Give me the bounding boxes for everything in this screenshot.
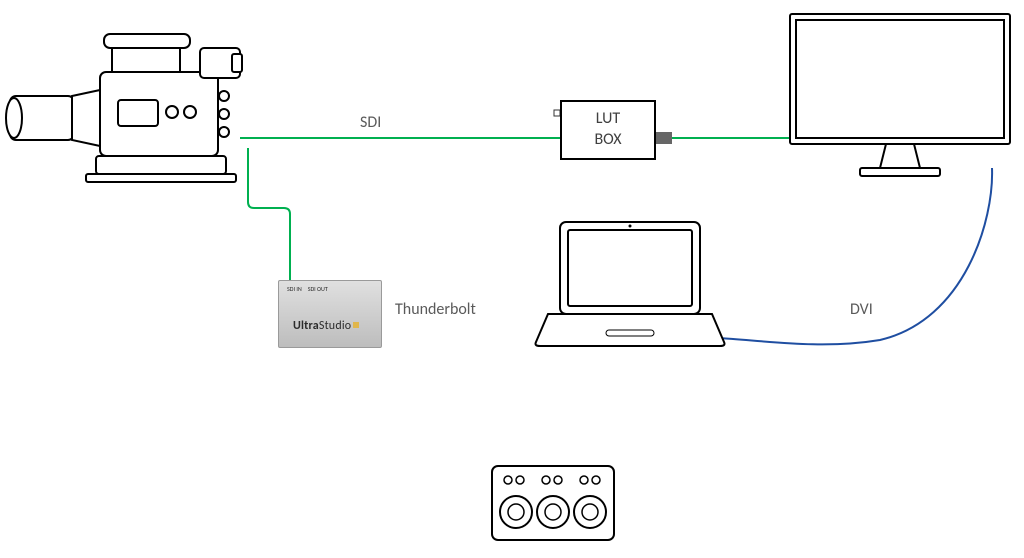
ultrastudio-brand-icon [353, 322, 359, 328]
ultrastudio-node: SDI IN SDI OUT UltraStudio [278, 280, 382, 348]
ultrastudio-io-in: SDI IN [287, 285, 302, 293]
camera-icon [6, 34, 242, 182]
label-sdi: SDI [360, 113, 381, 132]
label-dvi: DVI [850, 300, 873, 319]
ultrastudio-brand-b: Studio [319, 319, 351, 333]
lutbox-line2: BOX [562, 130, 654, 151]
ultrastudio-brand-a: Ultra [293, 319, 319, 333]
lutbox-node: LUT BOX [560, 100, 656, 160]
svg-layer [0, 0, 1024, 558]
ultrastudio-brand: UltraStudio [293, 319, 359, 333]
diagram-canvas: LUT BOX SDI IN SDI OUT UltraStudio SDI T… [0, 0, 1024, 558]
ultrastudio-io-labels: SDI IN SDI OUT [287, 285, 328, 293]
lutbox-line1: LUT [562, 109, 654, 130]
label-thunderbolt: Thunderbolt [395, 300, 476, 319]
monitor-icon [790, 14, 1010, 176]
laptop-icon [536, 222, 725, 346]
cable-sdi-cam-ultra [248, 148, 290, 280]
ultrastudio-io-out: SDI OUT [308, 285, 328, 293]
controller-icon [492, 466, 614, 540]
